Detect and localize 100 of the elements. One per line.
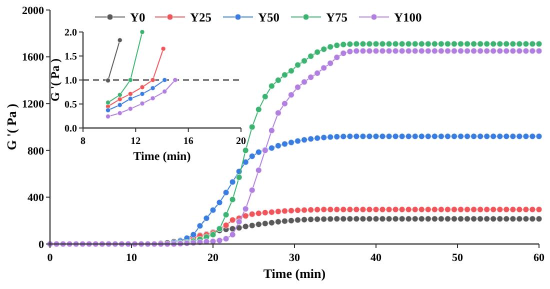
point [458,40,464,48]
point [255,148,262,156]
point [308,53,314,60]
y-tick-label: 0.5 [64,100,77,110]
point [477,206,484,213]
point [522,206,530,213]
point [470,133,477,140]
legend-label: Y100 [394,10,422,24]
y-tick-label: 1200 [22,98,44,110]
point [503,206,510,213]
point [451,133,458,140]
point [106,78,111,83]
point [379,206,386,213]
point [248,153,256,160]
point [405,40,412,48]
point [484,216,490,222]
point [536,40,542,48]
y-tick-label: 1.0 [64,76,77,86]
point [536,133,542,140]
point [150,96,156,101]
point [140,30,145,34]
point [294,138,301,144]
point [222,189,230,196]
point [196,222,204,230]
point [340,206,347,213]
point [353,206,360,213]
point [301,136,308,144]
point [288,139,294,146]
y-axis-title: G '( Pa ) [48,58,62,102]
point [128,91,133,96]
point [242,212,249,220]
point [386,40,392,48]
point [470,206,477,213]
point [490,40,497,48]
point [418,206,425,213]
x-tick-label: 30 [289,252,300,264]
point [275,77,282,84]
point [117,92,122,98]
point [438,133,444,140]
x-axis-title: Time (min) [133,149,191,163]
y-tick-label: 2.0 [64,28,77,38]
point [150,86,156,91]
point [301,58,308,64]
point [229,216,236,224]
point [484,133,490,140]
point [484,206,490,213]
point [438,216,444,222]
point [490,206,497,213]
point [294,62,301,68]
x-tick-label: 0 [47,252,54,264]
point [162,89,168,94]
point [222,212,230,218]
point [386,133,392,140]
point [320,134,328,141]
point [451,40,458,48]
point [275,142,282,149]
point [444,40,451,48]
x-tick-label: 60 [534,252,545,264]
point [418,133,425,140]
point [438,206,444,213]
point [360,206,366,213]
point [320,216,328,222]
point [516,40,523,48]
point [516,133,523,140]
point [522,40,530,48]
legend-label: Y75 [326,10,348,24]
x-tick-label: 50 [452,252,464,264]
point [431,40,438,48]
point [490,133,497,140]
point [412,40,418,48]
point [106,108,111,113]
point [496,206,504,213]
point [431,206,438,213]
point [536,216,542,222]
point [503,216,510,222]
point [353,40,360,48]
point [346,206,354,213]
point [444,206,451,213]
point [229,196,236,203]
point [229,178,236,186]
point [360,40,366,48]
point [327,44,334,50]
point [386,206,392,213]
point [398,206,406,213]
point [418,216,425,222]
point [529,133,536,140]
point [464,216,470,222]
point [444,216,451,222]
x-tick-label: 16 [183,136,194,147]
point [444,133,451,140]
point [438,40,444,48]
point [140,84,145,90]
point [496,133,504,140]
point [405,216,412,222]
point [268,208,275,216]
point [340,41,347,48]
point [301,216,308,223]
point [522,216,530,222]
point [529,40,536,48]
point [248,124,256,130]
